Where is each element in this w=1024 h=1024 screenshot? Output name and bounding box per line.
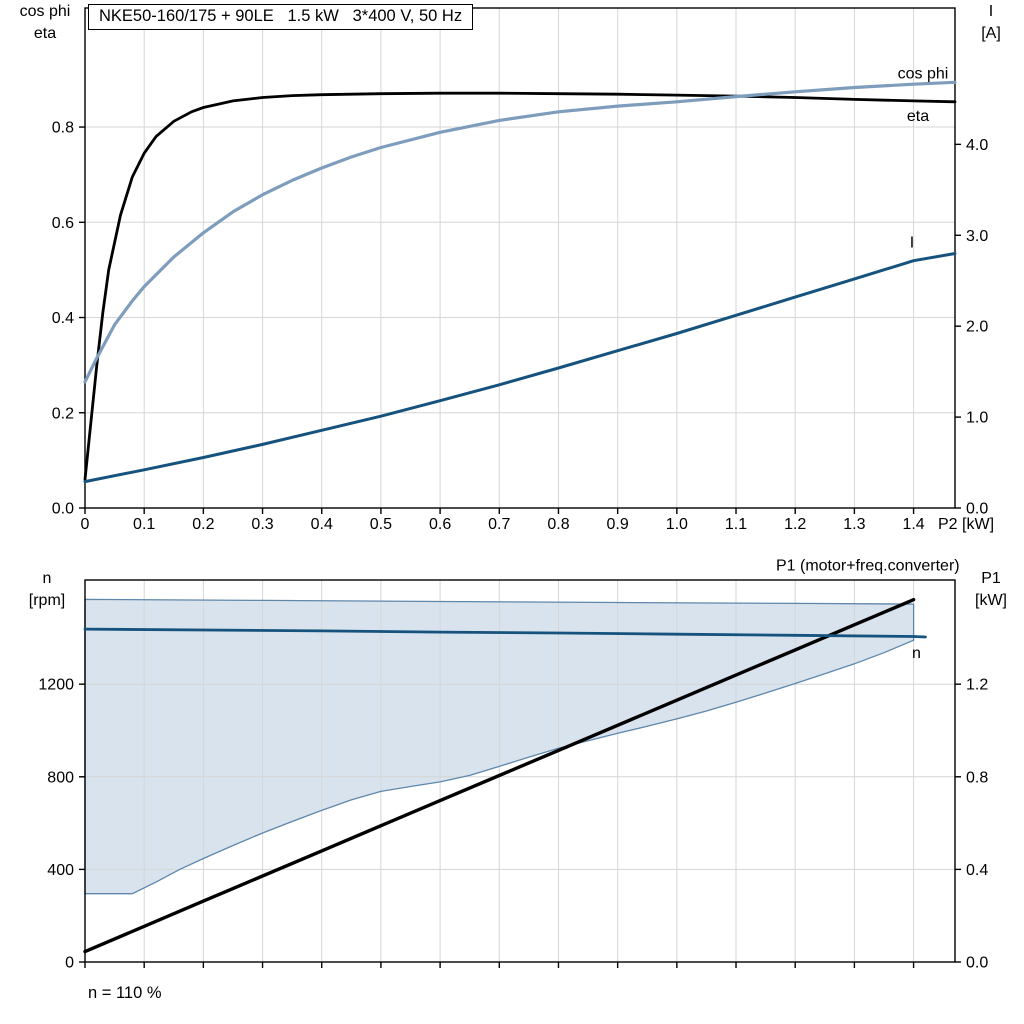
y-left-tick-label: 0.2 — [52, 405, 74, 422]
series-n-label: n — [912, 645, 921, 662]
y-right-tick-label: 0.8 — [966, 769, 988, 786]
series-eta-curve — [83, 91, 957, 481]
y-right-axis-title: P1 — [981, 570, 1001, 587]
chart-title-box: NKE50-160/175 + 90LE 1.5 kW 3*400 V, 50 … — [88, 4, 474, 30]
series-i-label: I — [910, 235, 914, 252]
y-right-tick-label: 1.0 — [966, 410, 988, 427]
y-right-axis-title: [kW] — [975, 592, 1007, 609]
series-i-curve — [83, 252, 957, 484]
y-left-tick-label: 0.8 — [52, 120, 74, 137]
x-tick-label: 0.2 — [192, 516, 214, 533]
series-cos-phi-label: cos phi — [898, 65, 949, 82]
y-right-tick-label: 0.4 — [966, 862, 988, 879]
x-tick-label: 0.3 — [251, 516, 273, 533]
x-tick-label: 0.4 — [311, 516, 333, 533]
series-eta-label: eta — [907, 108, 929, 125]
x-tick-label: 0 — [81, 516, 90, 533]
plot-frame — [84, 579, 956, 963]
x-tick-label: 1.1 — [725, 516, 747, 533]
y-right-axis-title: I — [989, 3, 993, 20]
y-right-tick-label: 1.2 — [966, 677, 988, 694]
y-right-tick-label: 0.0 — [966, 955, 988, 972]
x-tick-label: 1.0 — [666, 516, 688, 533]
x-tick-label: 1.2 — [784, 516, 806, 533]
y-left-axis-title: eta — [34, 25, 56, 42]
lower-chart-speed-power: 0 400 800 1200 0.0 0.4 0.8 1.2 n [rpm] P1 [kW] P1 (m… — [29, 558, 1007, 972]
series-n-curve — [83, 627, 927, 639]
y-left-axis-title: n — [43, 570, 52, 587]
y-left-tick-label: 1200 — [38, 677, 74, 694]
y-left-tick-label: 0.0 — [52, 501, 74, 518]
upper-chart-eta-cosphi-current: 0.0 0.2 0.4 0.6 0.8 0.0 1.0 2.0 3.0 4.0 0 0.1 0.2 0.3… — [20, 3, 1001, 533]
y-left-axis-title: [rpm] — [29, 592, 65, 609]
x-tick-label: 0.8 — [547, 516, 569, 533]
x-tick-label: 0.1 — [133, 516, 155, 533]
x-tick-label: 0.7 — [488, 516, 510, 533]
y-left-tick-label: 800 — [47, 769, 74, 786]
y-left-tick-label: 0.6 — [52, 215, 74, 232]
series-p1-label: P1 (motor+freq.converter) — [776, 558, 960, 575]
y-left-tick-label: 0.4 — [52, 310, 74, 327]
x-axis-label: P2 [kW] — [938, 516, 994, 533]
y-right-tick-label: 3.0 — [966, 228, 988, 245]
plot-frame — [84, 7, 956, 509]
y-left-axis-title: cos phi — [20, 3, 71, 20]
x-tick-label: 0.9 — [607, 516, 629, 533]
y-right-axis-title: [A] — [981, 25, 1001, 42]
x-tick-label: 1.3 — [843, 516, 865, 533]
speed-percent-annotation: n = 110 % — [88, 984, 162, 1002]
y-left-tick-label: 400 — [47, 862, 74, 879]
y-right-tick-label: 2.0 — [966, 319, 988, 336]
x-tick-label: 0.6 — [429, 516, 451, 533]
x-tick-label: 1.4 — [902, 516, 924, 533]
y-right-tick-label: 0.0 — [966, 501, 988, 518]
x-tick-label: 0.5 — [370, 516, 392, 533]
y-right-tick-label: 4.0 — [966, 137, 988, 154]
series-p1-curve — [83, 598, 916, 954]
series-cos-phi-curve — [83, 80, 957, 384]
y-left-tick-label: 0 — [65, 955, 74, 972]
